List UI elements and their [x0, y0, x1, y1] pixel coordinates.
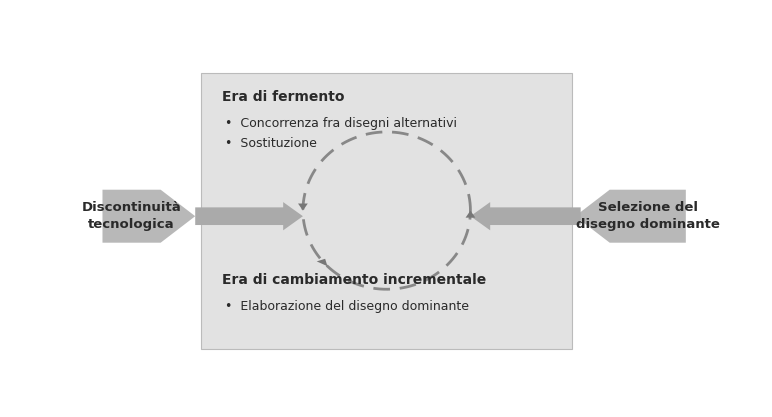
Text: Era di fermento: Era di fermento: [222, 90, 344, 104]
Polygon shape: [575, 190, 686, 243]
Polygon shape: [195, 202, 303, 230]
Bar: [201, 73, 572, 349]
Text: Era di cambiamento incrementale: Era di cambiamento incrementale: [222, 273, 486, 287]
Text: Discontinuità
tecnologica: Discontinuità tecnologica: [82, 201, 181, 231]
Text: •  Elaborazione del disegno dominante: • Elaborazione del disegno dominante: [225, 301, 469, 314]
Polygon shape: [470, 202, 581, 230]
Polygon shape: [103, 190, 195, 243]
Text: Selezione del
disegno dominante: Selezione del disegno dominante: [576, 201, 720, 231]
Text: •  Concorrenza fra disegni alternativi: • Concorrenza fra disegni alternativi: [225, 118, 457, 131]
Polygon shape: [466, 211, 476, 218]
Text: •  Sostituzione: • Sostituzione: [225, 137, 317, 150]
Polygon shape: [298, 203, 308, 211]
Polygon shape: [317, 259, 327, 266]
